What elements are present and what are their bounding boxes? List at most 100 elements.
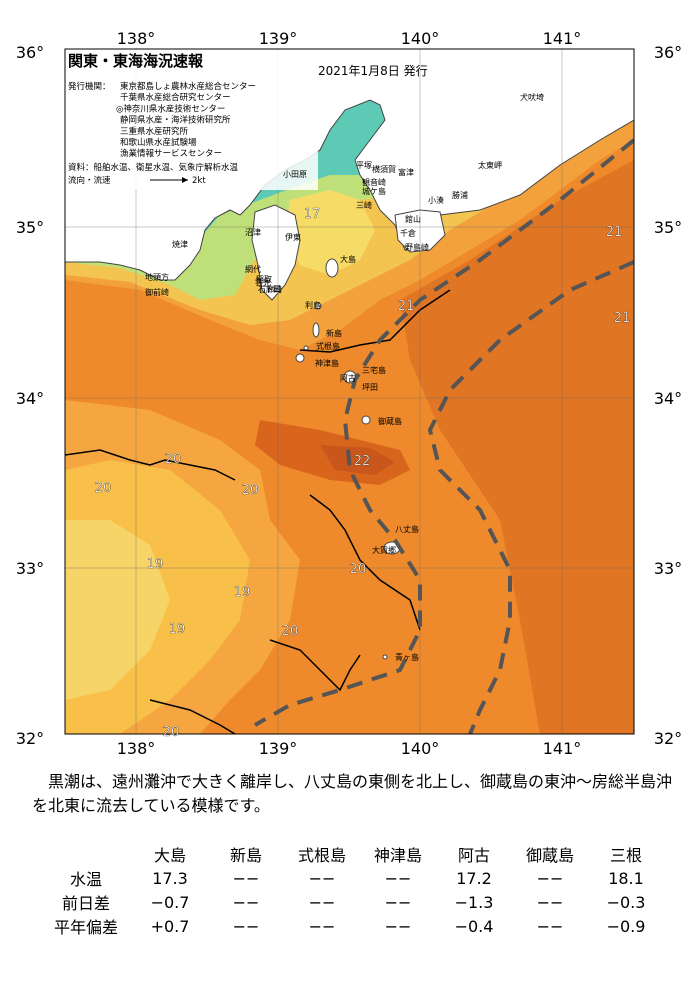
col-header: 御蔵島	[525, 846, 574, 865]
place-label: 焼津	[172, 239, 188, 249]
longitude-label: 138°	[117, 739, 156, 758]
issuer-name: 三重県水産研究所	[120, 126, 189, 137]
place-label: 神津島	[315, 358, 339, 368]
place-label: 観音崎	[362, 177, 386, 187]
table-cell: −−	[384, 868, 412, 888]
place-label: 伊東	[285, 232, 301, 242]
place-label: 千倉	[400, 228, 416, 238]
col-header: 三根	[609, 846, 642, 865]
col-header: 大島	[153, 846, 186, 865]
sw-pale-region	[65, 520, 170, 700]
data-source: 資料：船舶水温、衛星水温、気象庁解析水温	[68, 162, 239, 173]
place-label: 平塚	[356, 161, 372, 170]
isotherm-label: 19	[147, 557, 164, 572]
summary-paragraph: 黒潮は、遠州灘沖で大きく離岸し、八丈島の東側を北上し、御蔵島の東沖～房総半島沖を…	[32, 772, 673, 815]
niijima-island	[312, 322, 320, 338]
latitude-label: 34°	[654, 389, 682, 408]
table-cell: −−	[384, 916, 412, 936]
latitude-label: 36°	[654, 43, 682, 62]
place-label: 坪田	[362, 383, 378, 392]
table-cell: −−	[384, 892, 412, 912]
izu-peninsula	[251, 204, 301, 301]
latitude-label: 34°	[16, 389, 44, 408]
flow-legend-label: 流向・流速	[68, 175, 111, 186]
isotherm-label: 17	[304, 207, 321, 222]
place-label: 稲取	[256, 274, 272, 284]
issuer-name: 東京都島しょ農林水産総合センター	[120, 81, 256, 92]
longitude-label: 139°	[259, 739, 298, 758]
place-label: 小湊	[428, 195, 444, 205]
place-label: 大島	[340, 254, 356, 264]
place-label: 石廊崎	[258, 284, 282, 294]
place-label: 御蔵島	[378, 416, 402, 426]
latitude-label: 35°	[654, 218, 682, 237]
mikurajima-island	[361, 415, 371, 425]
map-title: 関東・東海海況速報	[68, 52, 204, 70]
isotherm-label: 21	[606, 225, 623, 240]
oshima-island	[325, 258, 339, 278]
longitude-label: 138°	[117, 29, 156, 48]
flow-scale-arrowhead	[182, 177, 188, 183]
table-cell: −−	[536, 868, 564, 888]
place-label: 御前崎	[145, 287, 169, 297]
table-cell: −−	[536, 916, 564, 936]
table-cell: −−	[232, 892, 260, 912]
toshima-island	[314, 302, 322, 310]
sagami-bay-yellow	[285, 190, 375, 275]
longitude-labels-top: 138° 139° 140° 141°	[117, 29, 582, 48]
issuer-name: 漁業情報サービスセンター	[120, 148, 222, 159]
issuer-name: ◎神奈川県水産技術センター	[116, 103, 225, 114]
latitude-label: 35°	[16, 218, 44, 237]
col-header: 阿古	[457, 846, 490, 865]
warm-core-inner	[320, 445, 395, 475]
kuroshio-outer-path	[427, 260, 634, 734]
longitude-labels-bottom: 138° 139° 140° 141°	[117, 739, 582, 758]
isotherm-label: 22	[354, 454, 371, 469]
table-cell: −1.3	[454, 892, 494, 912]
place-label: 大賀郷	[372, 545, 396, 555]
isotherm-label: 21	[614, 311, 631, 326]
place-label: 勝浦	[452, 190, 468, 200]
longitude-label: 141°	[543, 29, 582, 48]
issuer-name: 和歌山県水産試験場	[120, 137, 197, 148]
place-label: 利島	[305, 300, 321, 310]
isotherm-label: 20	[282, 624, 299, 639]
table-cell: +0.7	[150, 916, 190, 936]
aogashima-island	[382, 654, 388, 660]
issuer-name: 静岡県水産・海洋技術研究所	[120, 115, 231, 126]
place-label: 小田原	[283, 170, 307, 179]
latitude-labels-right: 36° 35° 34° 33° 32°	[654, 43, 682, 748]
place-label: 阿古	[340, 373, 356, 383]
sea-temperature-map: 関東・東海海況速報 2021年1月8日 発行 発行機関： 東京都島しょ農林水産総…	[16, 29, 682, 758]
isotherm-labels: 17 21 21 21 20 20 20 19 19 19 20 20 20 22	[95, 207, 631, 740]
place-label: 新島	[326, 328, 342, 338]
col-header: 新島	[229, 846, 262, 865]
table-cell: −−	[308, 892, 336, 912]
table-cell: −−	[232, 868, 260, 888]
place-label: 沼津	[245, 227, 261, 237]
issue-date: 2021年1月8日 発行	[318, 64, 428, 78]
place-label: 網代	[245, 264, 261, 274]
isotherm-label: 21	[398, 299, 415, 314]
isotherm-label: 20	[350, 562, 367, 577]
place-label: 太東岬	[478, 160, 502, 170]
issuers-list: 東京都島しょ農林水産総合センター千葉県水産総合研究センター◎神奈川県水産技術セン…	[116, 81, 256, 159]
kozushima-island	[295, 353, 305, 363]
map-frame	[64, 48, 635, 735]
row-label: 平年偏差	[53, 918, 118, 937]
shikinejima-island	[303, 345, 309, 351]
latitude-label: 36°	[16, 43, 44, 62]
table-cell: −−	[536, 892, 564, 912]
place-label: 館山	[405, 214, 421, 224]
place-label: 青ヶ島	[395, 652, 419, 662]
table-cell: 17.2	[456, 868, 492, 888]
table-cell: −0.7	[150, 892, 190, 912]
isotherm-label: 19	[169, 622, 186, 637]
place-label: 富津	[398, 167, 414, 177]
latitude-label: 32°	[654, 729, 682, 748]
row-label: 水温	[69, 870, 102, 889]
table-corner	[40, 842, 132, 866]
latitude-labels-left: 36° 35° 34° 33° 32°	[16, 43, 44, 748]
longitude-label: 140°	[401, 29, 440, 48]
